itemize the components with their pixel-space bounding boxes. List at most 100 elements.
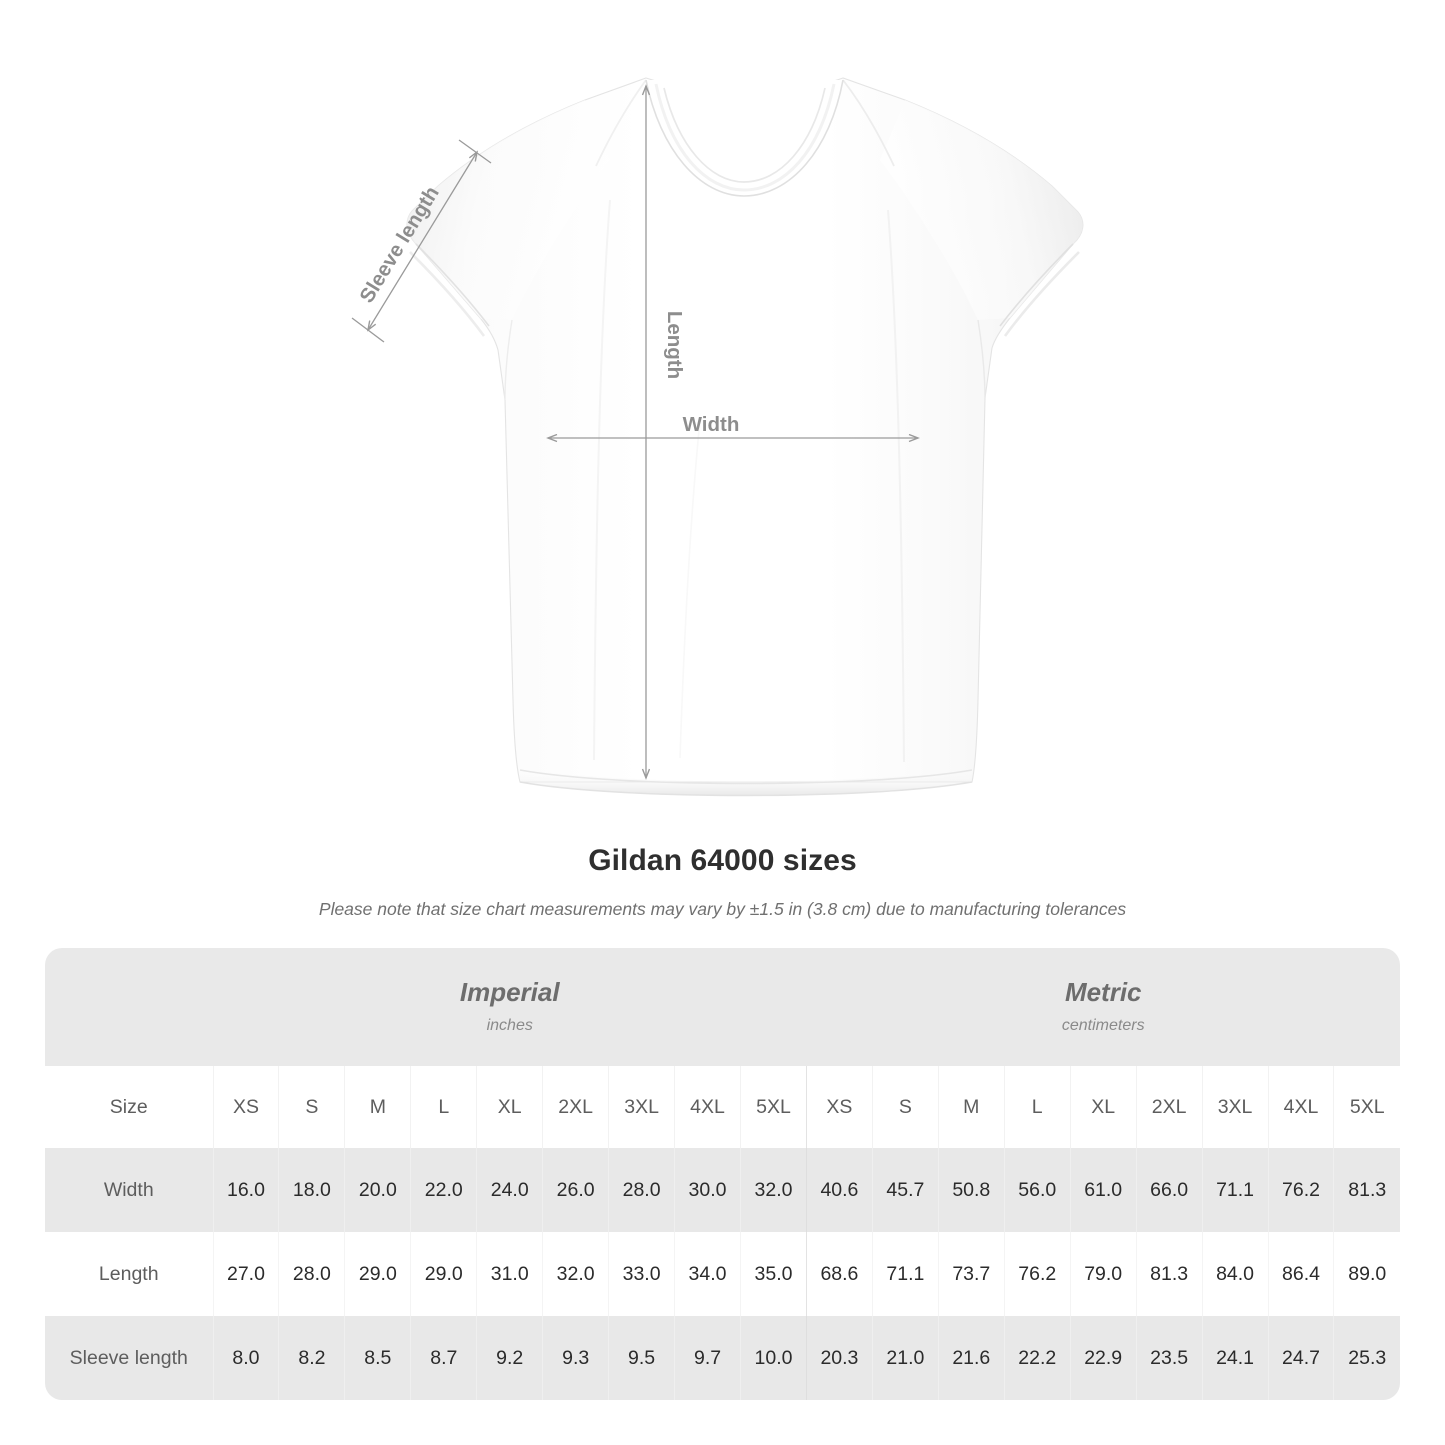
cell-width-metric-3xl: 71.1 (1201, 1148, 1269, 1232)
table-row: Width 16.0 18.0 20.0 22.0 24.0 26.0 28.0 30.0 32.… (45, 1148, 1400, 1232)
size-header-imperial-xs: XS (212, 1066, 279, 1148)
cell-width-metric-xs: 40.6 (805, 1148, 873, 1232)
cell-length-imperial-xs: 27.0 (212, 1232, 279, 1316)
size-table: Imperial inches Metric centimeters Size X… (45, 948, 1400, 1400)
unit-banner-spacer (45, 948, 213, 1066)
size-header-metric-m: M (937, 1066, 1005, 1148)
size-header-metric-xl: XL (1069, 1066, 1137, 1148)
cell-width-metric-xl: 61.0 (1069, 1148, 1137, 1232)
cell-width-imperial-xs: 16.0 (212, 1148, 279, 1232)
size-header-metric-5xl: 5XL (1333, 1066, 1400, 1148)
tshirt-diagram: Sleeve length Length Width (351, 77, 1084, 797)
page-title: Gildan 64000 sizes (588, 844, 857, 877)
size-header-imperial-s: S (278, 1066, 345, 1148)
page-subtitle: Please note that size chart measurements… (318, 899, 1127, 919)
imperial-label: Imperial (459, 977, 560, 1007)
cell-length-metric-m: 73.7 (937, 1232, 1005, 1316)
cell-sleeve-length-imperial-xs: 8.0 (212, 1316, 279, 1400)
imperial-sublabel: inches (486, 1017, 533, 1034)
cell-width-imperial-2xl: 26.0 (542, 1148, 609, 1232)
size-chart-table: Imperial inches Metric centimeters Size X… (45, 948, 1400, 1400)
length-annotation: Length (646, 86, 686, 778)
size-header-imperial-2xl: 2XL (542, 1066, 609, 1148)
row-label-length: Length (45, 1232, 213, 1316)
cell-width-metric-4xl: 76.2 (1267, 1148, 1334, 1232)
cell-sleeve-length-imperial-4xl: 9.7 (674, 1316, 741, 1400)
table-row: Length 27.0 28.0 29.0 29.0 31.0 32.0 33.0 34.0 35… (45, 1232, 1400, 1316)
size-header-metric-xs: XS (805, 1066, 873, 1148)
size-header-imperial-5xl: 5XL (740, 1066, 807, 1148)
cell-length-imperial-3xl: 33.0 (608, 1232, 675, 1316)
cell-length-imperial-5xl: 35.0 (740, 1232, 807, 1316)
cell-length-metric-2xl: 81.3 (1135, 1232, 1203, 1316)
cell-width-metric-2xl: 66.0 (1135, 1148, 1203, 1232)
cell-sleeve-length-imperial-m: 8.5 (344, 1316, 411, 1400)
size-header-imperial-3xl: 3XL (608, 1066, 675, 1148)
cell-sleeve-length-imperial-2xl: 9.3 (542, 1316, 609, 1400)
cell-sleeve-length-metric-l: 22.2 (1003, 1316, 1071, 1400)
cell-length-imperial-2xl: 32.0 (542, 1232, 609, 1316)
cell-length-imperial-4xl: 34.0 (674, 1232, 741, 1316)
cell-sleeve-length-metric-s: 21.0 (871, 1316, 939, 1400)
cell-width-imperial-s: 18.0 (278, 1148, 345, 1232)
cell-sleeve-length-metric-m: 21.6 (937, 1316, 1005, 1400)
size-header-metric-3xl: 3XL (1201, 1066, 1269, 1148)
size-header-metric-2xl: 2XL (1135, 1066, 1203, 1148)
cell-length-metric-xl: 79.0 (1069, 1232, 1137, 1316)
row-label-width: Width (45, 1148, 213, 1232)
cell-sleeve-length-imperial-xl: 9.2 (476, 1316, 543, 1400)
cell-length-imperial-xl: 31.0 (476, 1232, 543, 1316)
width-annotation: Width (548, 413, 918, 438)
table-row: Sleeve length 8.0 8.2 8.5 8.7 9.2 9.3 9.5 9.7 10.… (45, 1316, 1400, 1400)
cell-length-metric-3xl: 84.0 (1201, 1232, 1269, 1316)
cell-width-imperial-l: 22.0 (410, 1148, 477, 1232)
width-label: Width (683, 413, 740, 436)
cell-length-imperial-s: 28.0 (278, 1232, 345, 1316)
cell-width-imperial-xl: 24.0 (476, 1148, 543, 1232)
size-header-metric-l: L (1003, 1066, 1071, 1148)
metric-sublabel: centimeters (1061, 1017, 1145, 1034)
size-header-row: Size XS S M L XL 2XL 3XL 4XL 5XL XS S M L XL 2XL 3XL 4XL 5… (45, 1066, 1400, 1148)
cell-length-metric-s: 71.1 (871, 1232, 939, 1316)
size-header-imperial-4xl: 4XL (674, 1066, 741, 1148)
cell-length-imperial-m: 29.0 (344, 1232, 411, 1316)
size-header-metric-s: S (871, 1066, 939, 1148)
cell-sleeve-length-metric-2xl: 23.5 (1135, 1316, 1203, 1400)
row-label-sleeve-length: Sleeve length (45, 1316, 213, 1400)
cell-sleeve-length-imperial-s: 8.2 (278, 1316, 345, 1400)
cell-sleeve-length-metric-4xl: 24.7 (1267, 1316, 1334, 1400)
size-header-imperial-l: L (410, 1066, 477, 1148)
cell-width-metric-s: 45.7 (871, 1148, 939, 1232)
cell-sleeve-length-metric-xl: 22.9 (1069, 1316, 1137, 1400)
cell-sleeve-length-imperial-3xl: 9.5 (608, 1316, 675, 1400)
cell-width-metric-5xl: 81.3 (1333, 1148, 1400, 1232)
cell-width-imperial-4xl: 30.0 (674, 1148, 741, 1232)
size-row-label: Size (45, 1066, 213, 1148)
cell-sleeve-length-metric-3xl: 24.1 (1201, 1316, 1269, 1400)
metric-label: Metric (1064, 977, 1142, 1007)
cell-width-metric-m: 50.8 (937, 1148, 1005, 1232)
heading-block: Gildan 64000 sizes Please note that size… (0, 842, 1445, 921)
tshirt-illustration: Sleeve length Length Width (351, 77, 1084, 797)
cell-sleeve-length-metric-xs: 20.3 (805, 1316, 873, 1400)
size-header-imperial-xl: XL (476, 1066, 543, 1148)
cell-length-metric-5xl: 89.0 (1333, 1232, 1400, 1316)
tshirt-shape (406, 77, 1084, 797)
cell-sleeve-length-imperial-l: 8.7 (410, 1316, 477, 1400)
size-header-metric-4xl: 4XL (1267, 1066, 1334, 1148)
cell-length-imperial-l: 29.0 (410, 1232, 477, 1316)
cell-length-metric-xs: 68.6 (805, 1232, 873, 1316)
cell-width-imperial-3xl: 28.0 (608, 1148, 675, 1232)
cell-width-metric-l: 56.0 (1003, 1148, 1071, 1232)
cell-length-metric-4xl: 86.4 (1267, 1232, 1334, 1316)
cell-sleeve-length-metric-5xl: 25.3 (1333, 1316, 1400, 1400)
length-label: Length (663, 311, 686, 379)
unit-banner-imperial: Imperial inches (213, 948, 807, 1066)
cell-sleeve-length-imperial-5xl: 10.0 (740, 1316, 807, 1400)
unit-banner-metric: Metric centimeters (806, 948, 1400, 1066)
cell-length-metric-l: 76.2 (1003, 1232, 1071, 1316)
size-header-imperial-m: M (344, 1066, 411, 1148)
unit-banner-row: Imperial inches Metric centimeters (45, 948, 1400, 1066)
cell-width-imperial-5xl: 32.0 (740, 1148, 807, 1232)
cell-width-imperial-m: 20.0 (344, 1148, 411, 1232)
